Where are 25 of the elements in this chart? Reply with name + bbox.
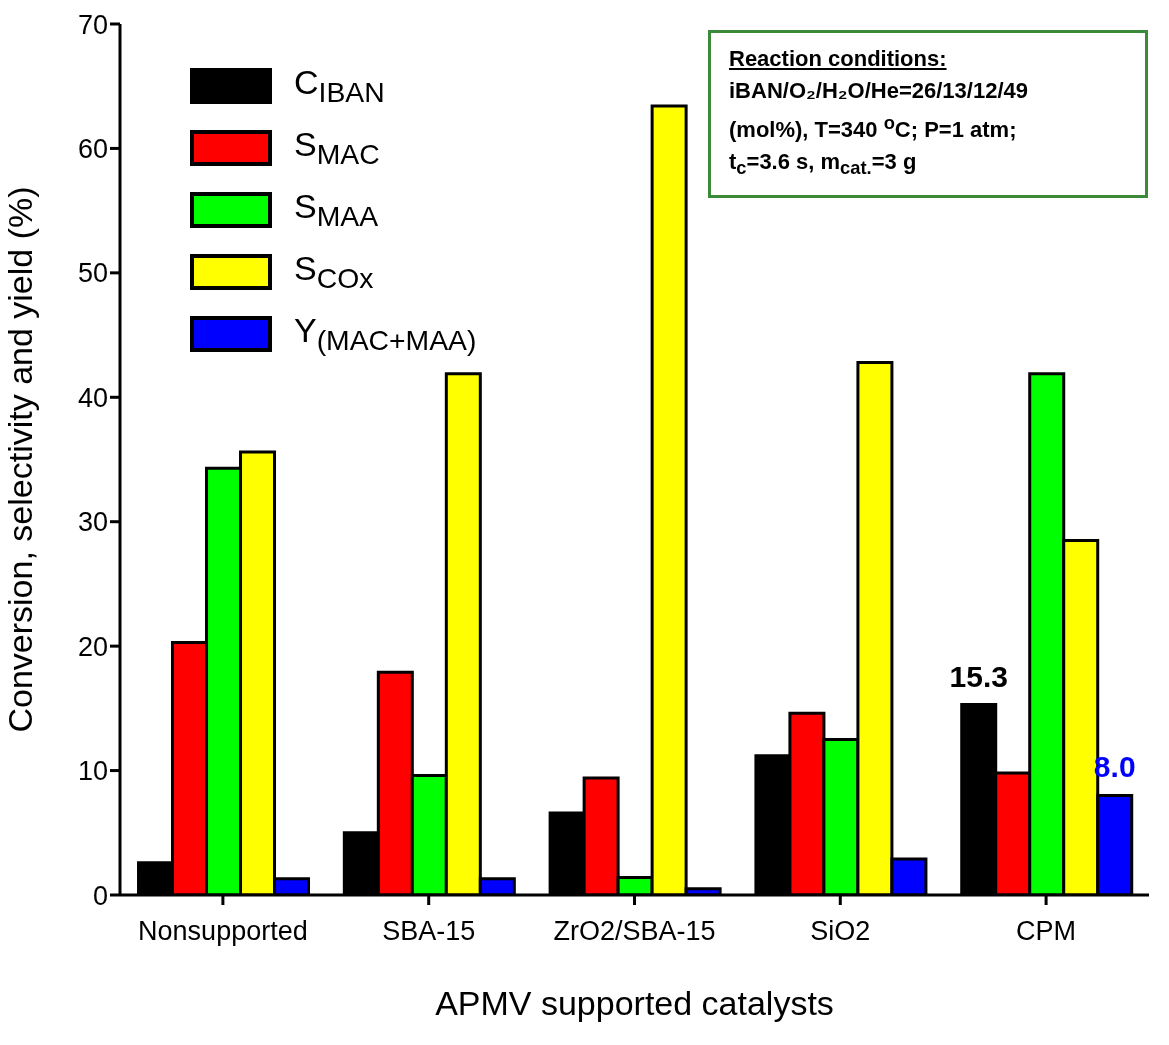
legend-label: S$_{MAA}$ [294, 187, 379, 233]
annotation: Reaction conditions: [729, 45, 948, 73]
x-tick-label: CPM [1016, 916, 1077, 947]
legend-label: S$_{MAC}$ [294, 125, 380, 171]
annotation: t$_{c}$=3.6 s, m$_{cat.}$=3 g [729, 148, 918, 181]
annotation: (mol%), T=340 $^{o}$C; P=1 atm; [729, 111, 1018, 145]
y-tick-label: 70 [77, 9, 108, 40]
x-tick-label: ZrO2/SBA-15 [553, 916, 716, 947]
annotation: iBAN/O₂/H₂O/He=26/13/12/49 [729, 77, 1029, 105]
legend-label: Y$_{(MAC+MAA)}$ [294, 311, 477, 357]
x-tick-label: SBA-15 [382, 916, 476, 947]
y-tick-label: 30 [77, 507, 108, 538]
y-tick-label: 40 [77, 382, 108, 413]
y-tick-label: 0 [92, 880, 108, 911]
x-tick-label: Nonsupported [138, 916, 308, 947]
legend-label: C$_{IBAN}$ [294, 63, 385, 109]
data-label: 15.3 [949, 659, 1008, 693]
y-tick-label: 20 [77, 631, 108, 662]
y-tick-label: 50 [77, 258, 108, 289]
x-tick-label: SiO2 [810, 916, 871, 947]
y-tick-label: 60 [77, 134, 108, 165]
y-axis-title: Conversion, selectivity and yield (%) [1, 186, 40, 733]
x-axis-title: APMV supported catalysts [435, 984, 834, 1022]
y-tick-label: 10 [77, 756, 108, 787]
legend-label: S$_{COx}$ [294, 249, 374, 295]
